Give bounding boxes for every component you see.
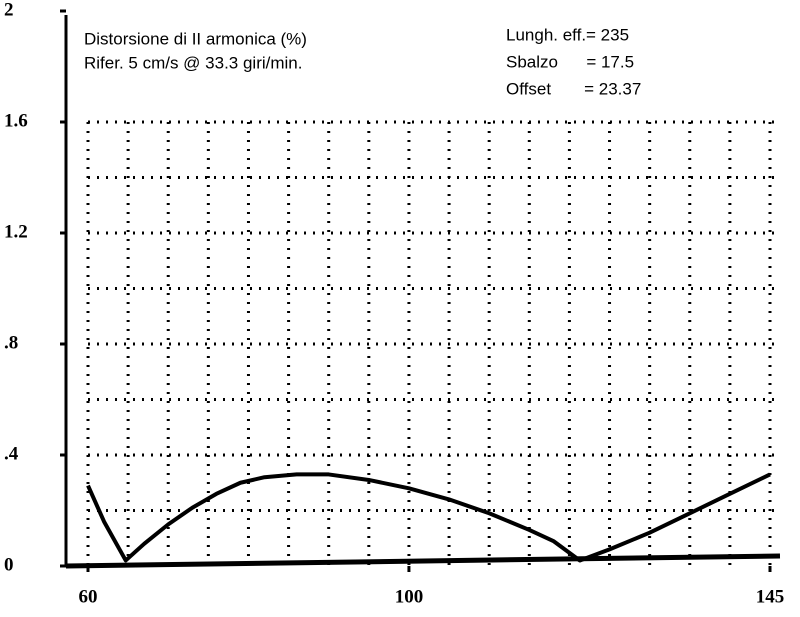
x-tick-label: 60	[79, 586, 98, 607]
chart-subtitle: Rifer. 5 cm/s @ 33.3 giri/min.	[84, 53, 303, 72]
y-tick-label: 0	[4, 554, 14, 575]
x-tick-label: 100	[395, 586, 424, 607]
x-axis	[65, 553, 781, 569]
y-tick-label: .8	[4, 332, 18, 353]
annotation: Lungh. eff.= 235	[506, 25, 629, 44]
annotation: Sbalzo = 17.5	[506, 52, 634, 71]
y-tick-label: 2	[4, 0, 14, 20]
data-line	[86, 472, 771, 563]
y-tick-label: 1.2	[4, 221, 28, 242]
annotation: Offset = 23.37	[506, 79, 641, 98]
y-tick-label: .4	[4, 443, 19, 464]
x-tick-label: 145	[756, 586, 785, 607]
chart-title: Distorsione di II armonica (%)	[84, 29, 307, 48]
y-tick-label: 1.6	[4, 110, 28, 131]
